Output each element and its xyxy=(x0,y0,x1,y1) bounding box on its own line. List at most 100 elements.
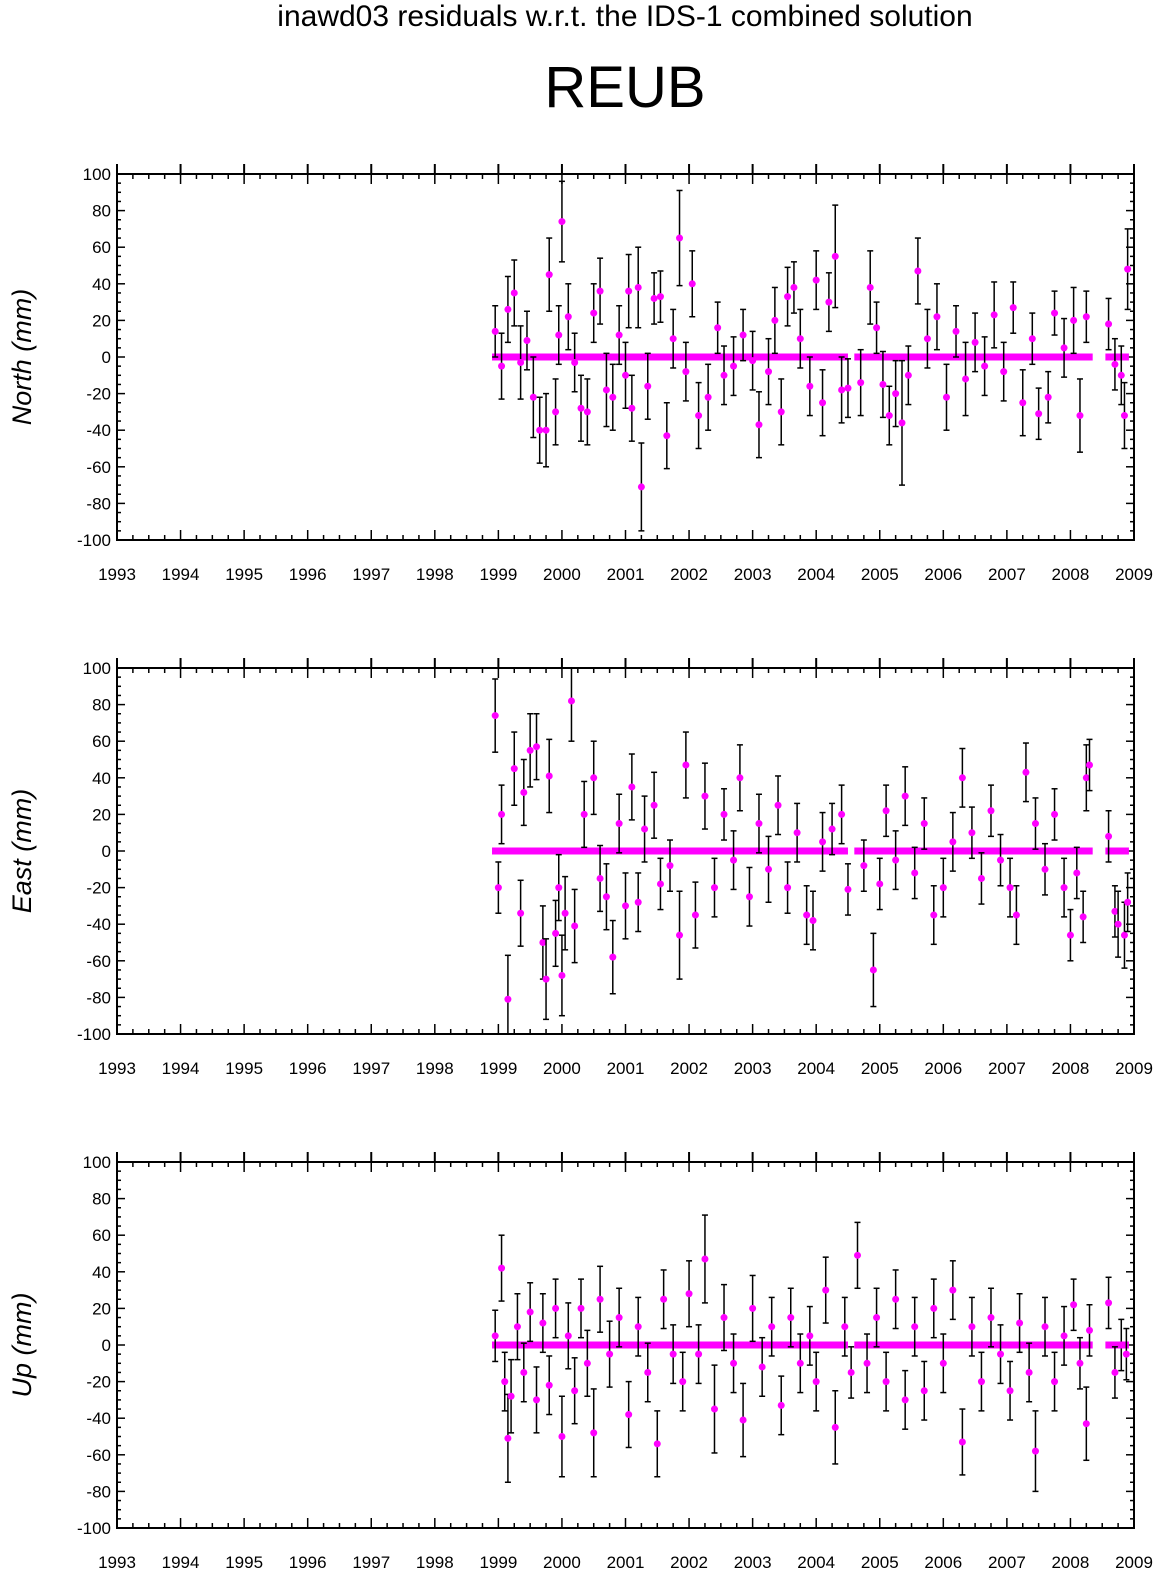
data-point xyxy=(1012,911,1020,919)
data-point xyxy=(650,801,658,809)
data-point xyxy=(685,1290,693,1298)
data-point xyxy=(796,1359,804,1367)
data-point xyxy=(911,869,919,877)
data-point xyxy=(774,801,782,809)
data-point xyxy=(882,807,890,815)
data-point xyxy=(1122,1350,1130,1358)
data-point xyxy=(637,483,645,491)
data-point xyxy=(1086,761,1094,769)
x-tick-label: 2005 xyxy=(861,565,899,584)
data-point xyxy=(990,311,998,319)
data-point xyxy=(676,931,684,939)
data-point xyxy=(596,1295,604,1303)
x-tick-label: 1996 xyxy=(289,565,327,584)
data-point xyxy=(831,252,839,260)
data-point xyxy=(641,825,649,833)
y-axis-label: Up (mm) xyxy=(7,1293,37,1398)
data-point xyxy=(682,368,690,376)
data-point xyxy=(838,810,846,818)
data-point xyxy=(930,911,938,919)
data-point xyxy=(768,1323,776,1331)
data-point xyxy=(720,371,728,379)
data-point xyxy=(577,404,585,412)
data-point xyxy=(730,362,738,370)
data-point xyxy=(555,331,563,339)
data-point xyxy=(939,884,947,892)
x-tick-label: 1997 xyxy=(352,1553,390,1572)
data-point xyxy=(873,1314,881,1322)
page-title: inawd03 residuals w.r.t. the IDS-1 combi… xyxy=(277,0,973,33)
data-point xyxy=(1105,832,1113,840)
data-point xyxy=(784,884,792,892)
x-tick-label: 2002 xyxy=(670,1553,708,1572)
data-point xyxy=(977,1378,985,1386)
data-point xyxy=(545,772,553,780)
data-point xyxy=(1060,344,1068,352)
data-point xyxy=(669,335,677,343)
y-tick-label: -80 xyxy=(86,494,111,513)
data-point xyxy=(749,1304,757,1312)
data-point xyxy=(523,337,531,345)
data-point xyxy=(819,399,827,407)
data-point xyxy=(882,1378,890,1386)
x-tick-label: 1996 xyxy=(289,1553,327,1572)
data-point xyxy=(704,393,712,401)
y-tick-label: 60 xyxy=(92,732,111,751)
x-tick-label: 2000 xyxy=(543,1553,581,1572)
y-tick-label: 40 xyxy=(92,769,111,788)
x-tick-label: 2002 xyxy=(670,565,708,584)
x-tick-label: 2007 xyxy=(988,1059,1026,1078)
x-tick-label: 1998 xyxy=(416,565,454,584)
x-tick-label: 2006 xyxy=(924,1059,962,1078)
data-point xyxy=(787,1314,795,1322)
y-tick-label: 60 xyxy=(92,238,111,257)
data-point xyxy=(765,865,773,873)
x-tick-label: 2009 xyxy=(1115,1059,1153,1078)
data-point xyxy=(504,995,512,1003)
data-point xyxy=(997,1350,1005,1358)
data-point xyxy=(491,712,499,720)
data-point xyxy=(564,313,572,321)
data-point xyxy=(701,1255,709,1263)
data-point xyxy=(564,1332,572,1340)
data-point xyxy=(520,1368,528,1376)
x-tick-label: 1995 xyxy=(225,565,263,584)
data-point xyxy=(755,421,763,429)
panel-2: 100 80 60 40 20 0 -20 -40 -60 -80 -100 1993 1994 1995… xyxy=(7,1152,1153,1572)
data-point xyxy=(892,390,900,398)
data-point xyxy=(701,792,709,800)
data-point xyxy=(691,911,699,919)
data-point xyxy=(806,1332,814,1340)
data-point xyxy=(545,271,553,279)
y-tick-label: -60 xyxy=(86,458,111,477)
data-point xyxy=(1073,869,1081,877)
data-point xyxy=(1051,309,1059,317)
data-point xyxy=(1009,304,1017,312)
y-tick-label: 0 xyxy=(102,1336,111,1355)
data-point xyxy=(558,971,566,979)
data-point xyxy=(510,289,518,297)
data-point xyxy=(869,966,877,974)
x-tick-label: 2005 xyxy=(861,1059,899,1078)
data-point xyxy=(831,1423,839,1431)
x-tick-label: 1998 xyxy=(416,1059,454,1078)
data-point xyxy=(771,316,779,324)
data-point xyxy=(828,825,836,833)
data-point xyxy=(583,408,591,416)
data-point xyxy=(844,885,852,893)
y-tick-label: 40 xyxy=(92,275,111,294)
data-point xyxy=(873,324,881,332)
data-point xyxy=(596,874,604,882)
data-point xyxy=(542,975,550,983)
y-tick-label: 0 xyxy=(102,348,111,367)
x-tick-label: 2001 xyxy=(607,1553,645,1572)
data-point xyxy=(542,426,550,434)
data-point xyxy=(714,324,722,332)
data-point xyxy=(1006,1387,1014,1395)
data-point xyxy=(1082,313,1090,321)
data-point xyxy=(666,862,674,870)
y-tick-label: -60 xyxy=(86,952,111,971)
data-point xyxy=(539,939,547,946)
data-point xyxy=(526,1308,534,1316)
data-point xyxy=(796,335,804,343)
